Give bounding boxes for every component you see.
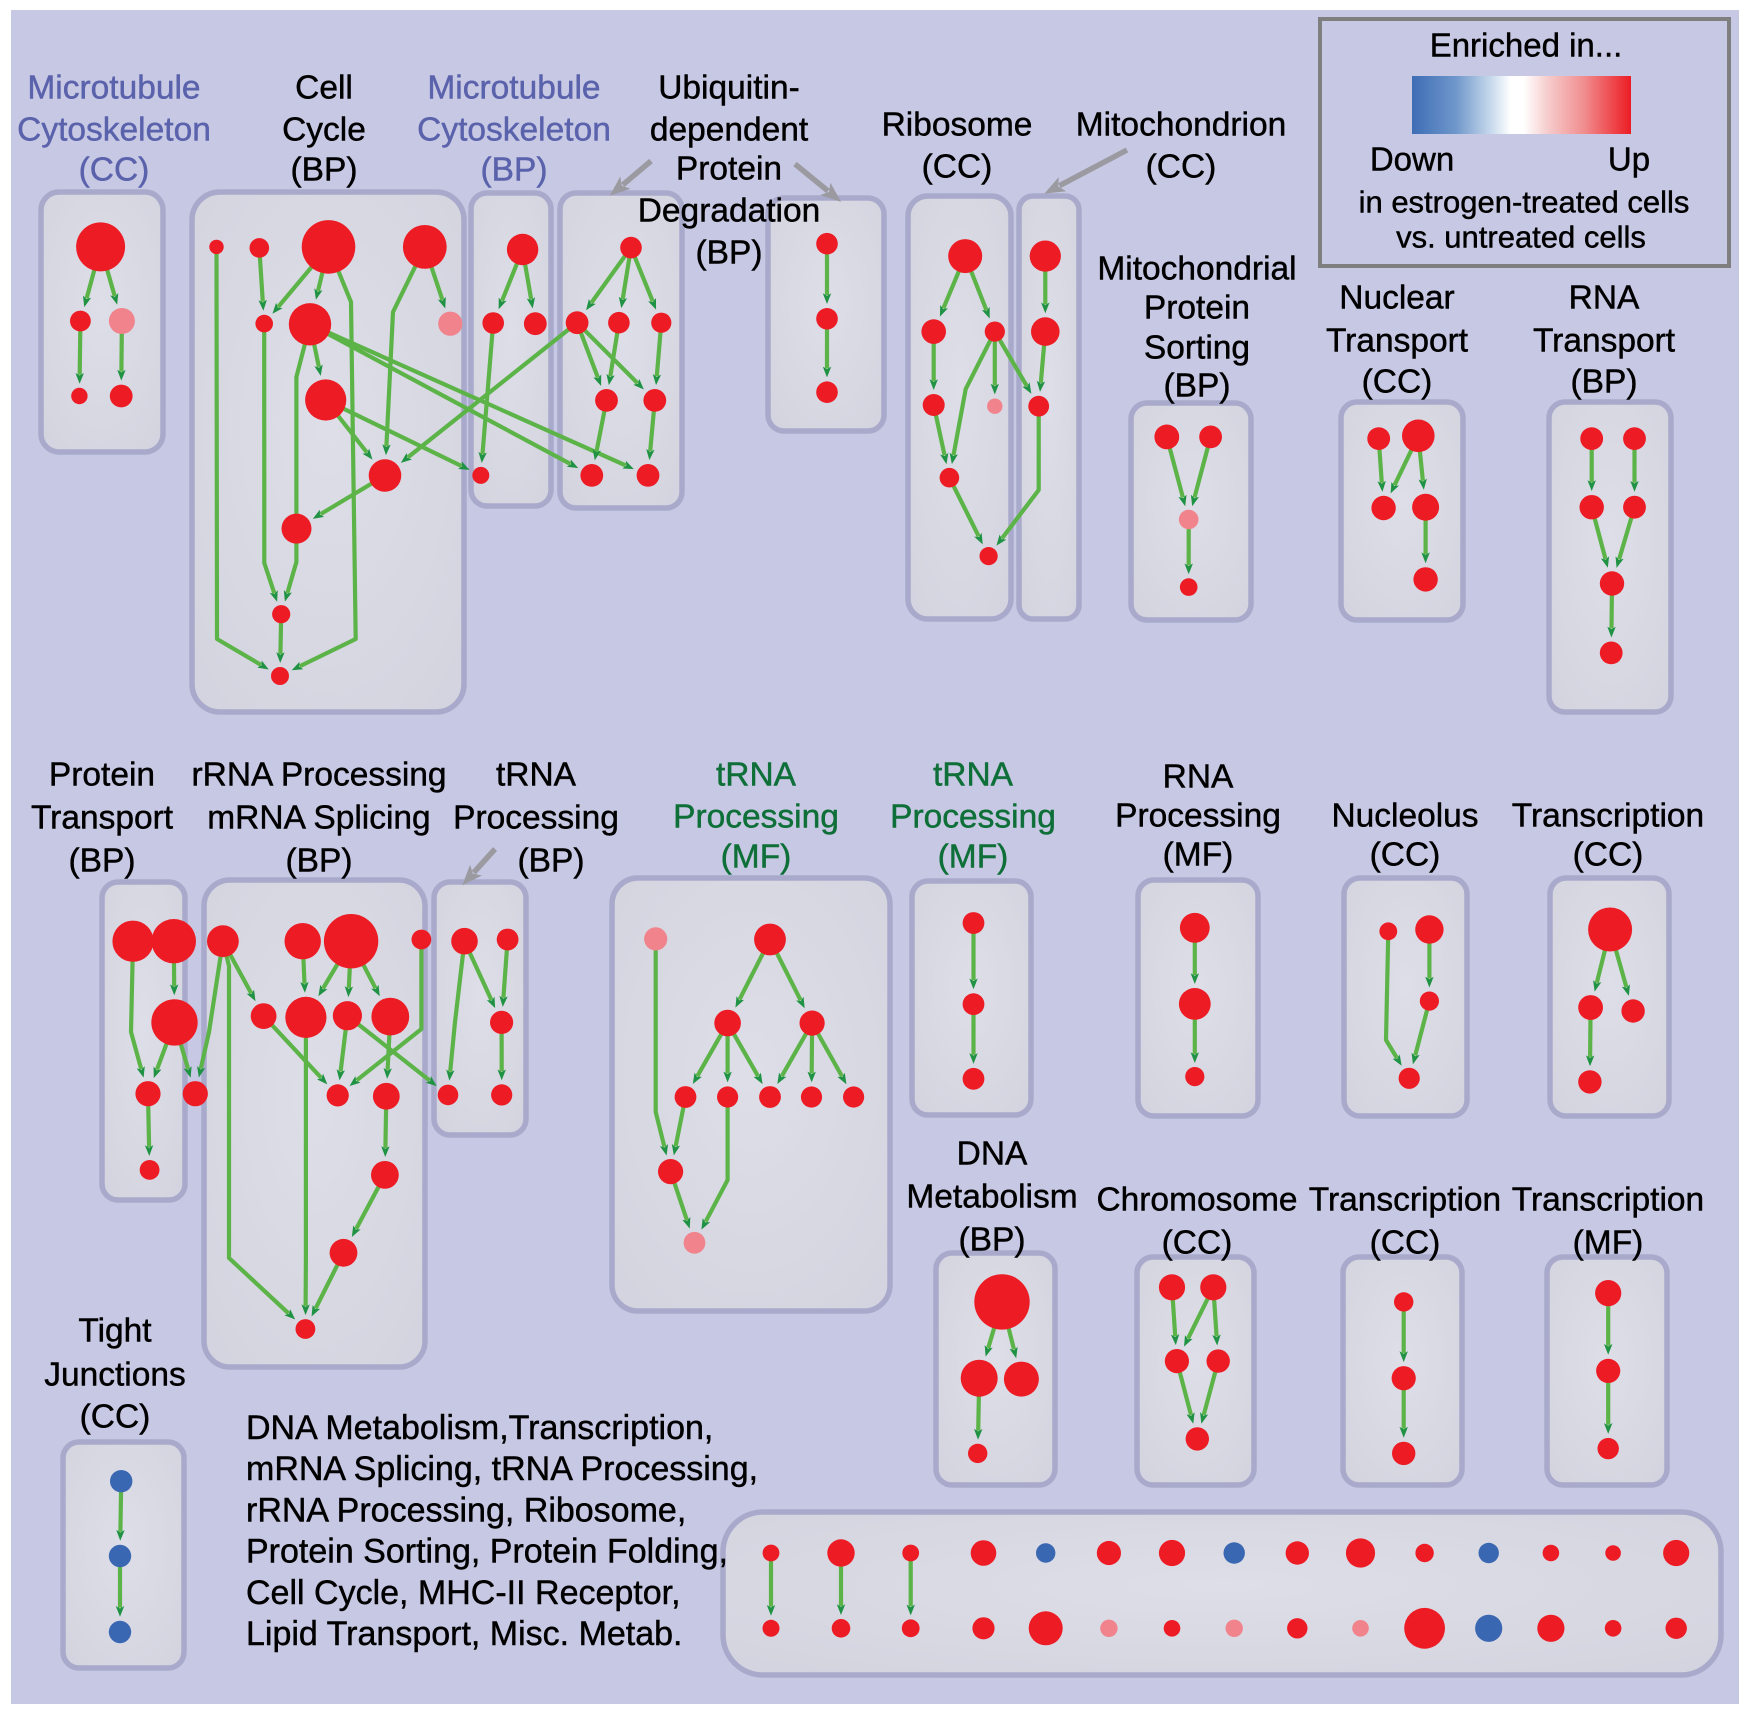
svg-text:RNA: RNA [1569, 280, 1640, 317]
svg-text:(MF): (MF) [1163, 837, 1234, 874]
svg-text:Microtubule: Microtubule [427, 70, 600, 107]
svg-text:Cycle: Cycle [282, 112, 366, 149]
svg-text:Cytoskeleton: Cytoskeleton [17, 112, 211, 149]
svg-text:Nuclear: Nuclear [1339, 280, 1454, 317]
svg-text:Degradation: Degradation [638, 193, 821, 230]
svg-text:(CC): (CC) [1573, 837, 1644, 874]
svg-text:mRNA Splicing, tRNA Processing: mRNA Splicing, tRNA Processing, [246, 1450, 758, 1488]
svg-text:Cell Cycle, MHC-II Receptor,: Cell Cycle, MHC-II Receptor, [246, 1574, 681, 1612]
svg-text:Transcription: Transcription [1309, 1182, 1501, 1219]
svg-text:DNA: DNA [957, 1136, 1028, 1173]
svg-text:Protein: Protein [676, 151, 782, 188]
svg-text:Transport: Transport [1533, 323, 1676, 360]
svg-text:Processing: Processing [673, 799, 839, 836]
svg-text:(BP): (BP) [69, 843, 136, 880]
svg-text:(CC): (CC) [1146, 149, 1217, 186]
svg-text:(BP): (BP) [1571, 364, 1638, 401]
svg-text:DNA Metabolism,Transcription,: DNA Metabolism,Transcription, [246, 1409, 713, 1447]
svg-text:(BP): (BP) [959, 1222, 1026, 1259]
svg-text:Down: Down [1370, 141, 1454, 178]
svg-text:Processing: Processing [453, 800, 619, 837]
svg-text:(CC): (CC) [79, 152, 150, 189]
svg-text:rRNA Processing: rRNA Processing [191, 757, 446, 794]
svg-text:Mitochondrial: Mitochondrial [1097, 251, 1296, 288]
svg-text:Protein Sorting, Protein Foldi: Protein Sorting, Protein Folding, [246, 1533, 728, 1571]
svg-text:Ubiquitin-: Ubiquitin- [658, 70, 800, 107]
svg-text:Chromosome: Chromosome [1096, 1182, 1297, 1219]
svg-text:(MF): (MF) [938, 839, 1009, 876]
svg-text:(BP): (BP) [291, 152, 358, 189]
svg-text:(CC): (CC) [922, 149, 993, 186]
svg-text:Sorting: Sorting [1144, 330, 1250, 367]
svg-text:Tight: Tight [78, 1313, 152, 1350]
svg-text:(CC): (CC) [1370, 837, 1441, 874]
svg-text:tRNA: tRNA [496, 757, 577, 794]
svg-text:Processing: Processing [890, 799, 1056, 836]
svg-text:dependent: dependent [650, 112, 809, 149]
svg-text:(BP): (BP) [696, 235, 763, 272]
svg-text:(CC): (CC) [1370, 1225, 1441, 1262]
svg-text:vs. untreated cells: vs. untreated cells [1396, 220, 1646, 255]
svg-text:Transport: Transport [31, 800, 174, 837]
svg-text:in estrogen-treated cells: in estrogen-treated cells [1359, 185, 1690, 220]
svg-text:mRNA Splicing: mRNA Splicing [207, 800, 430, 837]
svg-text:(CC): (CC) [80, 1399, 151, 1436]
svg-text:Processing: Processing [1115, 798, 1281, 835]
svg-text:Junctions: Junctions [44, 1357, 186, 1394]
svg-text:(BP): (BP) [286, 843, 353, 880]
svg-text:Metabolism: Metabolism [906, 1179, 1077, 1216]
svg-text:Cell: Cell [295, 70, 353, 107]
svg-text:tRNA: tRNA [933, 757, 1014, 794]
svg-text:RNA: RNA [1163, 759, 1234, 796]
svg-text:(BP): (BP) [518, 843, 585, 880]
svg-text:(MF): (MF) [721, 839, 792, 876]
svg-text:(CC): (CC) [1362, 364, 1433, 401]
svg-text:tRNA: tRNA [716, 757, 797, 794]
svg-text:(BP): (BP) [1164, 368, 1231, 405]
svg-text:rRNA Processing, Ribosome,: rRNA Processing, Ribosome, [246, 1491, 686, 1529]
svg-text:Enriched in...: Enriched in... [1430, 27, 1623, 64]
svg-text:(BP): (BP) [481, 152, 548, 189]
svg-text:Lipid Transport, Misc. Metab.: Lipid Transport, Misc. Metab. [246, 1615, 683, 1653]
svg-text:Nucleolus: Nucleolus [1331, 798, 1478, 835]
svg-text:(MF): (MF) [1573, 1225, 1644, 1262]
svg-text:Up: Up [1608, 141, 1650, 178]
svg-text:Mitochondrion: Mitochondrion [1076, 107, 1286, 144]
svg-text:Transport: Transport [1326, 323, 1469, 360]
svg-text:Transcription: Transcription [1512, 798, 1704, 835]
svg-text:Ribosome: Ribosome [882, 107, 1033, 144]
svg-text:Transcription: Transcription [1512, 1182, 1704, 1219]
svg-text:Cytoskeleton: Cytoskeleton [417, 112, 611, 149]
svg-text:Protein: Protein [49, 757, 155, 794]
svg-text:(CC): (CC) [1162, 1225, 1233, 1262]
svg-text:Protein: Protein [1144, 290, 1250, 327]
svg-text:Microtubule: Microtubule [27, 70, 200, 107]
